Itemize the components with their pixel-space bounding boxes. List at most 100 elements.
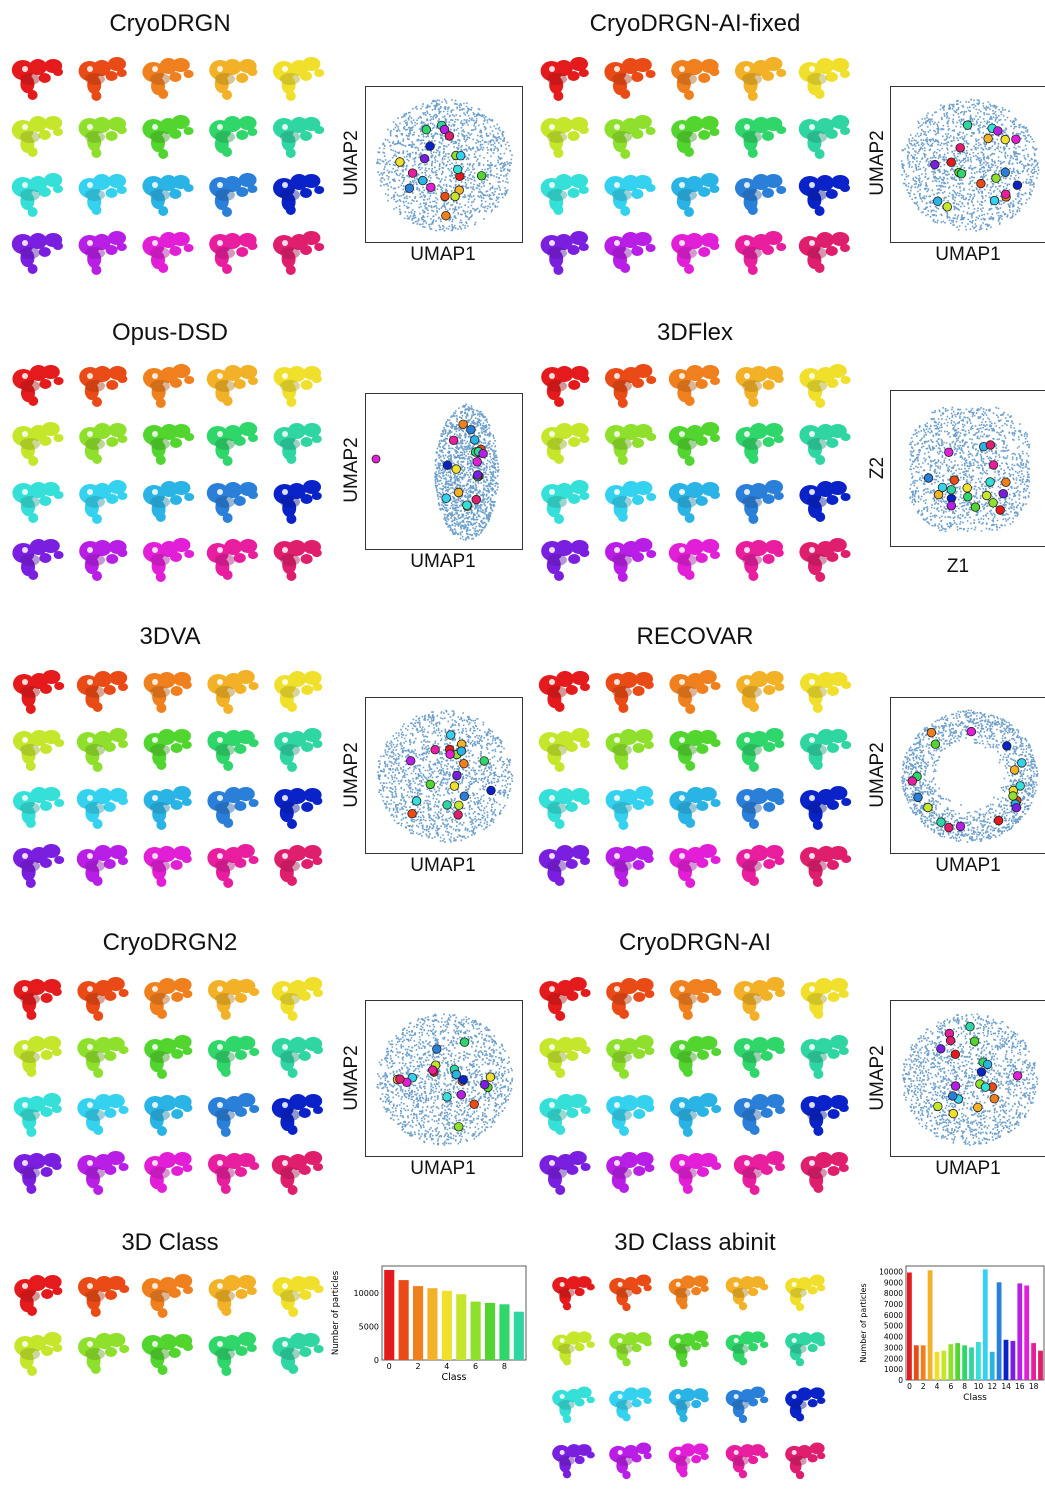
panel-title: 3D Class abinit bbox=[614, 1229, 776, 1256]
bar-class-3 bbox=[927, 1270, 933, 1380]
density-map bbox=[138, 229, 198, 275]
sampled-point bbox=[452, 770, 462, 781]
sampled-point bbox=[448, 435, 459, 446]
x-axis-label: UMAP1 bbox=[410, 855, 476, 876]
sampled-point bbox=[1011, 802, 1022, 813]
sampled-point bbox=[969, 1036, 980, 1047]
density-map bbox=[535, 420, 595, 466]
sampled-point bbox=[993, 815, 1004, 826]
sampled-point bbox=[455, 150, 466, 161]
density-map bbox=[8, 113, 68, 159]
density-map bbox=[535, 1091, 595, 1137]
density-map bbox=[535, 842, 595, 888]
y-tick-label: 10000 bbox=[354, 1289, 379, 1298]
sampled-point bbox=[956, 168, 967, 179]
density-map bbox=[73, 420, 133, 466]
density-map bbox=[73, 1149, 133, 1195]
x-tick-label: 10 bbox=[974, 1382, 984, 1391]
x-axis-label: Z1 bbox=[946, 556, 970, 577]
density-map bbox=[203, 478, 263, 524]
density-map bbox=[535, 171, 595, 217]
density-map bbox=[8, 55, 68, 101]
density-map bbox=[795, 668, 855, 714]
sampled-point bbox=[945, 1035, 956, 1046]
sampled-point bbox=[1000, 167, 1011, 178]
latent-points bbox=[376, 98, 513, 232]
density-map bbox=[795, 726, 855, 772]
density-map bbox=[548, 1326, 598, 1370]
density-map bbox=[780, 1438, 830, 1482]
sampled-point bbox=[995, 505, 1005, 515]
bar-class-1 bbox=[398, 1280, 409, 1360]
bar-class-2 bbox=[920, 1345, 926, 1380]
x-axis-label: UMAP1 bbox=[935, 1158, 1001, 1179]
y-tick-label: 3000 bbox=[884, 1343, 903, 1352]
density-map bbox=[606, 1438, 656, 1482]
density-map bbox=[138, 536, 198, 582]
bar-class-18 bbox=[1031, 1343, 1036, 1380]
latent-scatter-plot bbox=[890, 390, 1045, 547]
sampled-point bbox=[462, 500, 472, 510]
density-map bbox=[73, 536, 133, 582]
bar-class-6 bbox=[470, 1301, 481, 1360]
density-map bbox=[600, 478, 660, 524]
sampled-point bbox=[976, 1067, 987, 1077]
class-histogram: 0 5000 10000 0 2 4 6 8 Class Number of particles bbox=[330, 1262, 530, 1387]
sampled-point bbox=[955, 143, 965, 153]
density-map bbox=[665, 362, 725, 408]
x-tick-label: 14 bbox=[1001, 1382, 1011, 1391]
density-map bbox=[795, 1033, 855, 1079]
sampled-point bbox=[950, 1081, 961, 1091]
density-map bbox=[73, 362, 133, 408]
bar-class-9 bbox=[513, 1311, 524, 1360]
latent-scatter-plot bbox=[365, 697, 523, 854]
sampled-point bbox=[944, 822, 954, 833]
sampled-point bbox=[479, 756, 489, 766]
density-map bbox=[203, 842, 263, 888]
bar-plot-frame bbox=[381, 1265, 527, 1361]
sampled-point bbox=[973, 1102, 983, 1113]
y-tick-label: 5000 bbox=[884, 1322, 903, 1331]
sampled-point bbox=[966, 726, 977, 737]
sampled-point bbox=[985, 440, 996, 450]
density-map bbox=[600, 1033, 660, 1079]
density-map bbox=[548, 1438, 598, 1482]
sampled-point bbox=[459, 758, 469, 769]
sampled-point bbox=[993, 126, 1003, 136]
sampled-point bbox=[486, 785, 496, 796]
density-map bbox=[730, 362, 790, 408]
sampled-point bbox=[440, 191, 450, 202]
panel-title: Opus-DSD bbox=[111, 319, 229, 346]
density-map bbox=[138, 113, 198, 159]
density-map bbox=[203, 55, 263, 101]
density-map bbox=[268, 536, 328, 582]
density-map bbox=[665, 113, 725, 159]
density-map bbox=[730, 171, 790, 217]
sampled-point bbox=[472, 457, 482, 467]
density-map bbox=[203, 784, 263, 830]
sampled-point bbox=[425, 141, 435, 151]
sampled-point bbox=[962, 483, 972, 493]
density-map bbox=[268, 842, 328, 888]
panel-title: CryoDRGN-AI bbox=[618, 929, 771, 956]
density-map bbox=[203, 1091, 263, 1137]
density-map bbox=[722, 1326, 772, 1370]
density-map bbox=[600, 784, 660, 830]
density-map bbox=[600, 536, 660, 582]
sampled-point bbox=[970, 502, 981, 512]
sampled-point bbox=[442, 800, 452, 810]
sampled-point bbox=[451, 1069, 462, 1080]
sampled-point bbox=[988, 460, 999, 470]
x-axis-label: UMAP1 bbox=[410, 1158, 476, 1179]
x-tick-label: 2 bbox=[415, 1362, 420, 1371]
density-map bbox=[203, 1033, 263, 1079]
bar-class-15 bbox=[1010, 1340, 1016, 1380]
sampled-point bbox=[907, 776, 918, 786]
bar-class-0 bbox=[384, 1270, 395, 1360]
density-map bbox=[795, 1149, 855, 1195]
sampled-point bbox=[469, 1099, 479, 1109]
density-map bbox=[138, 55, 198, 101]
latent-points bbox=[909, 406, 1031, 533]
density-map bbox=[780, 1270, 830, 1314]
sampled-point bbox=[985, 477, 995, 487]
